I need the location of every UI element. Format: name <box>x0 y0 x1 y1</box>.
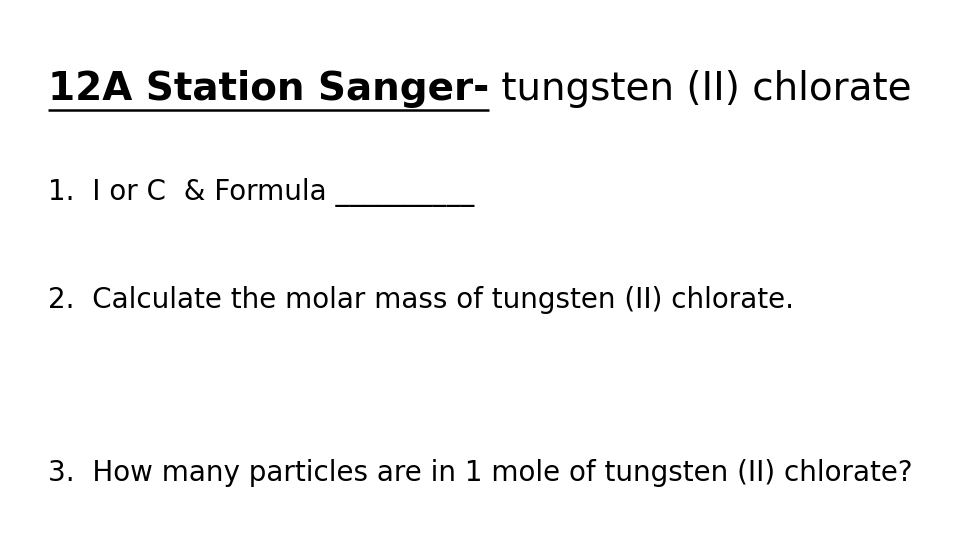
Text: 12A Station Sanger-: 12A Station Sanger- <box>48 70 490 108</box>
Text: tungsten (II) chlorate: tungsten (II) chlorate <box>490 70 912 108</box>
Text: 1.  I or C  & Formula __________: 1. I or C & Formula __________ <box>48 178 474 207</box>
Text: 2.  Calculate the molar mass of tungsten (II) chlorate.: 2. Calculate the molar mass of tungsten … <box>48 286 794 314</box>
Text: 3.  How many particles are in 1 mole of tungsten (II) chlorate?: 3. How many particles are in 1 mole of t… <box>48 459 913 487</box>
